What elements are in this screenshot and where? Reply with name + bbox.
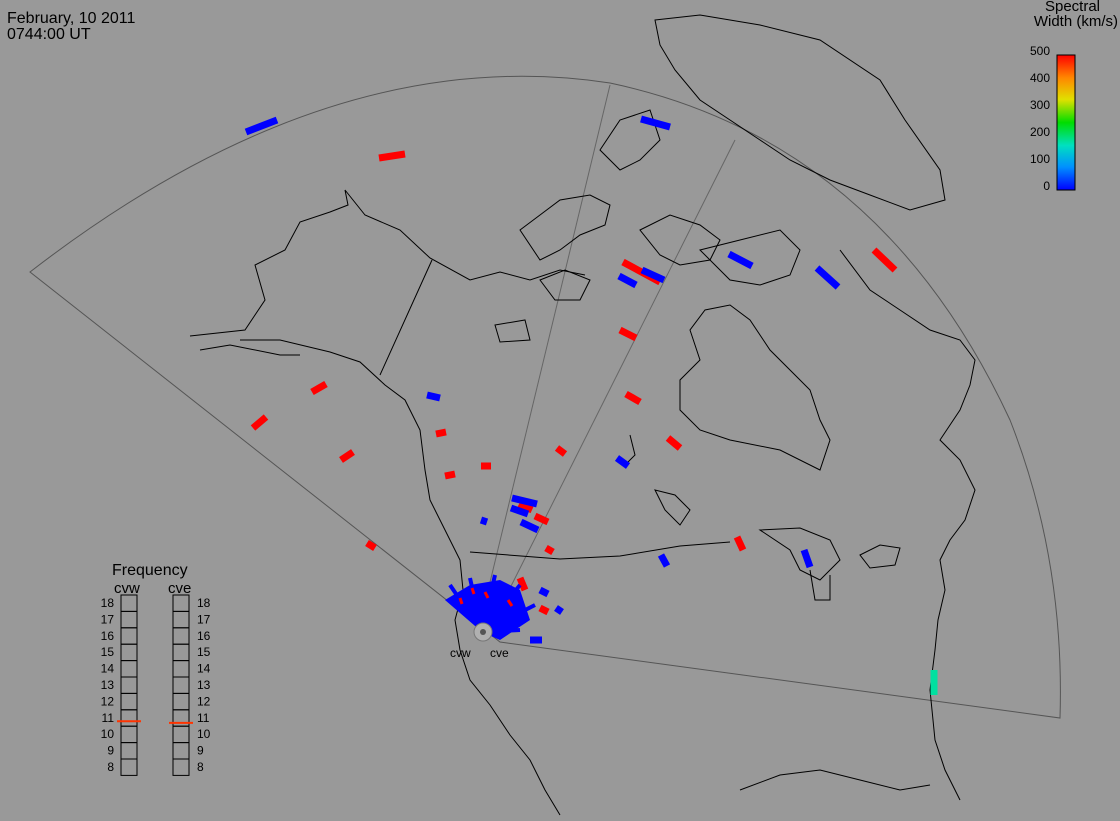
color-bar-tick: 200 bbox=[1030, 125, 1050, 139]
frequency-radar-label-cve: cve bbox=[168, 580, 191, 597]
frequency-tick-right: 8 bbox=[197, 760, 204, 774]
frequency-box bbox=[120, 676, 138, 694]
frequency-box bbox=[120, 709, 138, 727]
color-bar-tick: 100 bbox=[1030, 152, 1050, 166]
frequency-box bbox=[172, 643, 190, 662]
beam-boundary-east bbox=[487, 139, 736, 633]
time-label: 0744:00 UT bbox=[7, 26, 91, 43]
site-label-cve: cve bbox=[490, 646, 509, 660]
coastlines bbox=[189, 14, 976, 816]
frequency-box bbox=[120, 643, 138, 662]
frequency-box bbox=[172, 594, 190, 612]
color-bar-gradient bbox=[1056, 54, 1076, 191]
frequency-radar-label-cvw: cvw bbox=[114, 580, 140, 597]
frequency-tick-left: 9 bbox=[107, 744, 114, 758]
color-bar-tick: 400 bbox=[1030, 71, 1050, 85]
frequency-tick-left: 12 bbox=[101, 694, 115, 708]
frequency-box bbox=[120, 610, 138, 629]
color-bar-title-line1: Spectral bbox=[1045, 0, 1100, 15]
frequency-tick-right: 17 bbox=[197, 612, 211, 626]
frequency-tick-right: 14 bbox=[197, 662, 211, 676]
frequency-box bbox=[172, 627, 190, 645]
frequency-box bbox=[120, 692, 138, 711]
frequency-tick-right: 12 bbox=[197, 694, 211, 708]
frequency-tick-left: 10 bbox=[101, 727, 115, 741]
frequency-tick-right: 15 bbox=[197, 645, 211, 659]
radar-site-center bbox=[480, 629, 486, 635]
frequency-tick-right: 18 bbox=[197, 596, 211, 610]
color-bar-title-line2: Width (km/s) bbox=[1034, 13, 1118, 30]
color-bar: Spectral Width (km/s) 500 400 300 200 10… bbox=[1030, 0, 1118, 193]
frequency-box bbox=[120, 594, 138, 612]
frequency-tick-left: 16 bbox=[101, 629, 115, 643]
frequency-panel: Frequency cvw cve 18 18 17 17 16 16 15 15 14 14 13… bbox=[101, 562, 211, 776]
frequency-tick-left: 18 bbox=[101, 596, 115, 610]
frequency-box bbox=[172, 692, 190, 711]
frequency-box bbox=[172, 610, 190, 629]
color-bar-tick: 0 bbox=[1043, 179, 1050, 193]
frequency-box bbox=[172, 742, 190, 760]
frequency-box bbox=[120, 758, 138, 776]
frequency-scale-boxes bbox=[120, 594, 190, 776]
frequency-tick-left: 8 bbox=[107, 760, 114, 774]
frequency-tick-right: 16 bbox=[197, 629, 211, 643]
frequency-tick-left: 13 bbox=[101, 678, 115, 692]
frequency-box bbox=[172, 676, 190, 694]
backscatter-cells-high-width bbox=[250, 150, 898, 616]
frequency-tick-left: 14 bbox=[101, 662, 115, 676]
frequency-scale-labels: 18 18 17 17 16 16 15 15 14 14 13 13 12 12 11 11 10 10 9 9 8 8 bbox=[101, 596, 211, 774]
frequency-box bbox=[172, 725, 190, 744]
frequency-tick-left: 15 bbox=[101, 645, 115, 659]
backscatter-cells-low-width bbox=[244, 115, 841, 644]
frequency-tick-right: 13 bbox=[197, 678, 211, 692]
frequency-box bbox=[172, 660, 190, 678]
frequency-box bbox=[120, 660, 138, 678]
frequency-box bbox=[172, 758, 190, 776]
frequency-tick-right: 11 bbox=[197, 711, 210, 725]
color-bar-tick: 500 bbox=[1030, 44, 1050, 58]
frequency-tick-right: 10 bbox=[197, 727, 211, 741]
frequency-tick-left: 11 bbox=[102, 711, 115, 725]
frequency-box bbox=[120, 627, 138, 645]
site-label-cvw: cvw bbox=[450, 646, 471, 660]
color-bar-tick: 300 bbox=[1030, 98, 1050, 112]
frequency-tick-right: 9 bbox=[197, 744, 204, 758]
date-label: February, 10 2011 bbox=[7, 10, 136, 27]
frequency-tick-left: 17 bbox=[101, 612, 115, 626]
frequency-box bbox=[120, 742, 138, 760]
frequency-box bbox=[120, 725, 138, 744]
field-of-view-outline bbox=[29, 75, 1061, 719]
frequency-title: Frequency bbox=[112, 562, 188, 579]
beam-boundary-west bbox=[477, 84, 611, 633]
